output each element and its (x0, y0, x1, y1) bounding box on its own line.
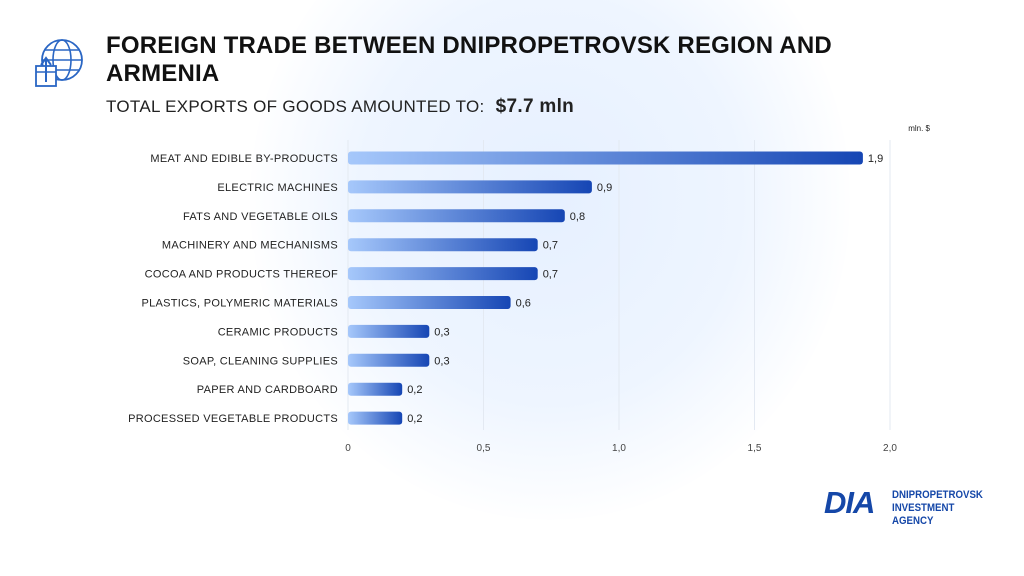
subtitle-prefix: TOTAL EXPORTS OF GOODS AMOUNTED TO: (106, 97, 485, 116)
value-label: 0,3 (434, 355, 449, 367)
category-label: MEAT AND EDIBLE BY-PRODUCTS (150, 153, 338, 165)
value-label: 1,9 (868, 153, 883, 165)
bar (348, 353, 430, 367)
bar (348, 267, 538, 281)
category-label: PLASTICS, POLYMERIC MATERIALS (141, 298, 338, 310)
bar (348, 296, 511, 309)
dia-logo: DIA (824, 485, 875, 520)
bar (348, 382, 403, 396)
x-tick-label: 0,5 (477, 443, 491, 454)
category-label: CERAMIC PRODUCTS (218, 326, 338, 338)
bar (348, 324, 430, 338)
x-tick-label: 1,5 (748, 443, 762, 454)
x-tick-label: 2,0 (883, 443, 897, 454)
category-label: MACHINERY AND MECHANISMS (162, 240, 338, 252)
value-label: 0,2 (407, 413, 422, 425)
subtitle: TOTAL EXPORTS OF GOODS AMOUNTED TO: $7.7… (106, 96, 574, 118)
brand-line-1: DNIPROPETROVSK (892, 489, 983, 501)
globe-export-icon (35, 39, 83, 87)
category-label: PROCESSED VEGETABLE PRODUCTS (128, 413, 338, 425)
brand-name: DNIPROPETROVSK INVESTMENT AGENCY (892, 489, 983, 528)
page-title: FOREIGN TRADE BETWEEN DNIPROPETROVSK REG… (106, 32, 832, 87)
category-label: FATS AND VEGETABLE OILS (183, 211, 338, 223)
bar (348, 238, 538, 252)
value-label: 0,6 (516, 298, 531, 310)
value-label: 0,9 (597, 182, 612, 194)
category-label: COCOA AND PRODUCTS THEREOF (145, 269, 338, 281)
background-glow (250, 0, 850, 520)
value-label: 0,7 (543, 240, 558, 252)
brand-logo: DIA DNIPROPETROVSK INVESTMENT AGENCY (824, 485, 994, 528)
x-tick-label: 1,0 (612, 443, 626, 454)
category-label: PAPER AND CARDBOARD (197, 384, 338, 396)
category-label: ELECTRIC MACHINES (217, 182, 338, 194)
value-label: 0,2 (407, 384, 422, 396)
value-label: 0,7 (543, 269, 558, 281)
total-exports-value: $7.7 mln (495, 96, 575, 117)
bar (348, 209, 565, 223)
brand-line-2: INVESTMENT AGENCY (892, 502, 955, 527)
bar (348, 151, 863, 165)
value-label: 0,8 (570, 211, 585, 223)
bar (348, 411, 403, 425)
unit-label: mln. $ (908, 124, 930, 133)
value-label: 0,3 (434, 326, 449, 338)
bar (348, 180, 592, 194)
x-tick-label: 0 (345, 443, 351, 454)
category-label: SOAP, CLEANING SUPPLIES (183, 355, 338, 367)
